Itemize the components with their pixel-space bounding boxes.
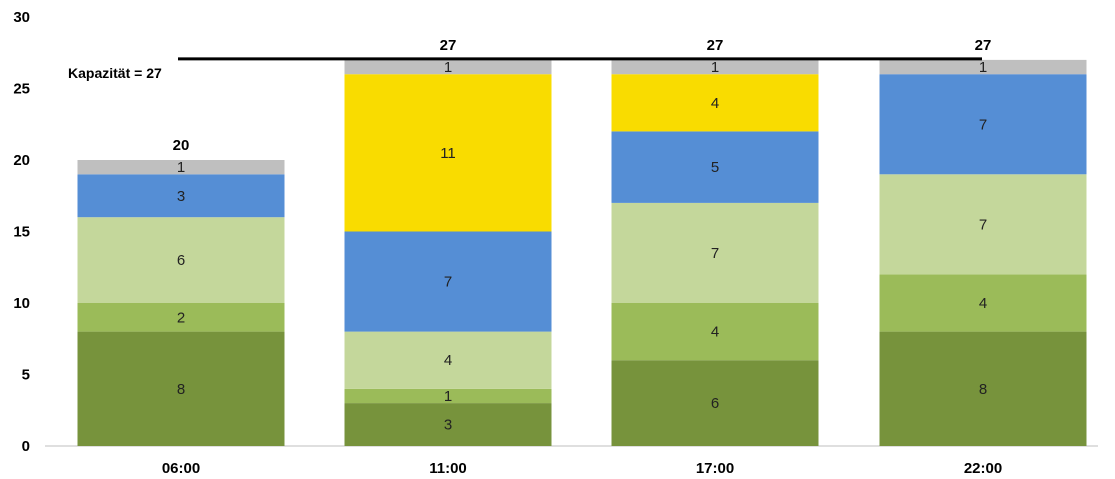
bar-segment bbox=[879, 174, 1087, 275]
bar-segment bbox=[77, 160, 285, 175]
segment-value-label: 1 bbox=[711, 59, 719, 76]
y-tick-label: 25 bbox=[13, 81, 30, 98]
capacity-label: Kapazität = 27 bbox=[68, 65, 162, 81]
bar-segment bbox=[611, 131, 819, 203]
bar-segment bbox=[879, 274, 1087, 332]
bar-segment bbox=[879, 331, 1087, 446]
y-tick-label: 0 bbox=[22, 438, 30, 455]
bar-segment bbox=[879, 74, 1087, 175]
segment-value-label: 7 bbox=[979, 116, 987, 133]
x-tick-label: 17:00 bbox=[696, 460, 734, 477]
bar-total-label: 27 bbox=[707, 37, 724, 54]
segment-value-label: 1 bbox=[444, 59, 452, 76]
y-tick-label: 10 bbox=[13, 295, 30, 312]
bars bbox=[77, 59, 1087, 446]
bar-segment bbox=[344, 388, 552, 404]
segment-value-label: 6 bbox=[177, 252, 185, 269]
segment-value-label: 6 bbox=[711, 395, 719, 412]
bar-segment bbox=[77, 217, 285, 303]
segment-value-label: 5 bbox=[711, 159, 719, 176]
segment-value-label: 4 bbox=[711, 95, 719, 112]
segment-value-label: 7 bbox=[979, 216, 987, 233]
bar-segment bbox=[344, 331, 552, 389]
x-tick-label: 06:00 bbox=[162, 460, 200, 477]
bar-segment bbox=[611, 202, 819, 303]
segment-value-label: 11 bbox=[440, 145, 456, 162]
segment-value-label: 8 bbox=[177, 381, 185, 398]
segment-value-label: 7 bbox=[711, 245, 719, 262]
segment-value-label: 8 bbox=[979, 381, 987, 398]
bar-segment bbox=[611, 360, 819, 446]
bar-segment bbox=[611, 74, 819, 132]
bar-segment bbox=[611, 59, 819, 75]
y-tick-label: 20 bbox=[13, 152, 30, 169]
x-tick-label: 22:00 bbox=[964, 460, 1002, 477]
bar-segment bbox=[344, 59, 552, 75]
y-tick-label: 5 bbox=[22, 367, 30, 384]
bar-segment bbox=[879, 59, 1087, 75]
y-tick-label: 15 bbox=[13, 224, 30, 241]
segment-value-label: 1 bbox=[177, 159, 185, 176]
segment-value-label: 3 bbox=[177, 188, 185, 205]
bar-segment bbox=[611, 303, 819, 361]
bar-total-label: 20 bbox=[173, 137, 190, 154]
segment-value-label: 4 bbox=[711, 324, 719, 341]
segment-value-label: 1 bbox=[444, 388, 452, 405]
bar-total-label: 27 bbox=[975, 37, 992, 54]
capacity-marker: Kapazität = 27 bbox=[68, 57, 982, 81]
bar-segment bbox=[77, 303, 285, 332]
bar-segment bbox=[77, 174, 285, 218]
segment-value-label: 1 bbox=[979, 59, 987, 76]
segment-value-label: 2 bbox=[177, 309, 185, 326]
bar-total-label: 27 bbox=[440, 37, 457, 54]
bar-segment bbox=[344, 74, 552, 232]
bar-segment bbox=[77, 331, 285, 446]
segment-value-label: 4 bbox=[444, 352, 452, 369]
segment-value-label: 7 bbox=[444, 274, 452, 291]
x-tick-label: 11:00 bbox=[429, 460, 467, 477]
segment-value-label: 4 bbox=[979, 295, 987, 312]
y-tick-label: 30 bbox=[13, 9, 30, 26]
bar-segment bbox=[344, 231, 552, 332]
bar-segment bbox=[344, 403, 552, 446]
segment-value-label: 3 bbox=[444, 417, 452, 434]
